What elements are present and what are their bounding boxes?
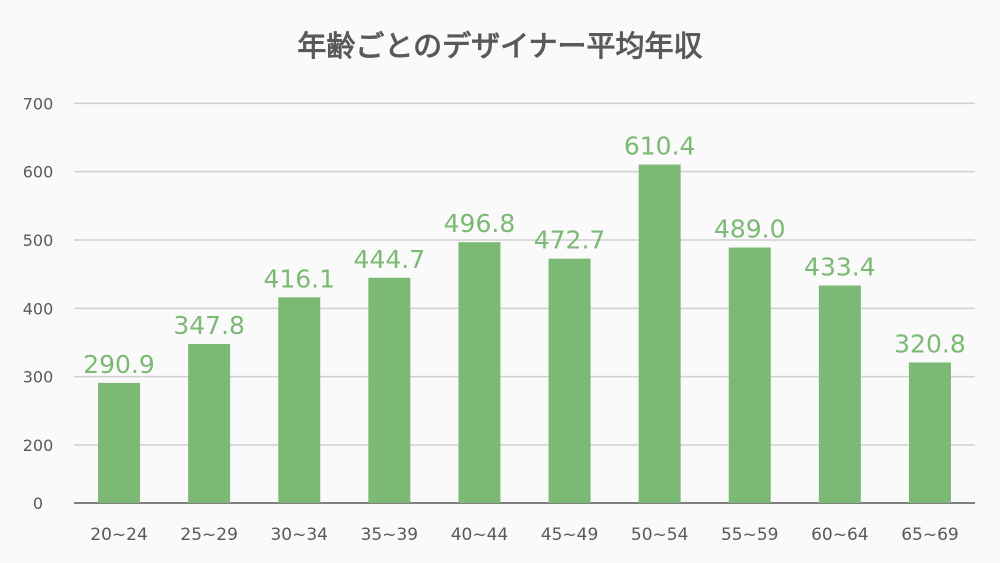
data-label: 472.7: [534, 226, 606, 255]
bar: [818, 285, 861, 503]
x-tick-label: 65~69: [901, 525, 959, 545]
x-tick-label: 45~49: [541, 525, 599, 545]
data-label: 416.1: [263, 264, 335, 293]
data-label: 496.8: [444, 209, 516, 238]
bar: [278, 297, 321, 503]
bar: [458, 242, 501, 503]
y-tick-label: 500: [23, 231, 54, 250]
bar: [638, 164, 681, 504]
data-label: 444.7: [354, 245, 426, 274]
y-tick-label: 700: [23, 94, 54, 113]
bar: [908, 362, 951, 503]
x-tick-label: 50~54: [631, 525, 689, 545]
y-tick-label: 400: [23, 299, 54, 318]
bar: [728, 247, 771, 503]
data-label: 610.4: [624, 132, 696, 161]
y-tick-label: 0: [33, 494, 43, 513]
x-tick-label: 20~24: [90, 525, 148, 545]
y-tick-label: 300: [23, 368, 54, 387]
x-tick-label: 35~39: [361, 525, 419, 545]
data-label: 290.9: [83, 350, 155, 379]
chart-title: 年齢ごとのデザイナー平均年収: [297, 29, 703, 63]
bar: [188, 344, 231, 503]
data-label: 489.0: [714, 215, 786, 244]
bar: [548, 258, 591, 503]
bar: [98, 382, 141, 503]
x-tick-label: 25~29: [180, 525, 238, 545]
x-tick-label: 55~59: [721, 525, 779, 545]
bar: [368, 277, 411, 503]
data-label: 347.8: [173, 311, 245, 340]
data-label: 320.8: [894, 329, 966, 358]
x-tick-label: 30~34: [270, 525, 328, 545]
x-tick-label: 40~44: [451, 525, 509, 545]
x-tick-label: 60~64: [811, 525, 869, 545]
y-tick-label: 600: [23, 163, 54, 182]
data-label: 433.4: [804, 253, 876, 282]
y-tick-label: 200: [23, 436, 54, 455]
